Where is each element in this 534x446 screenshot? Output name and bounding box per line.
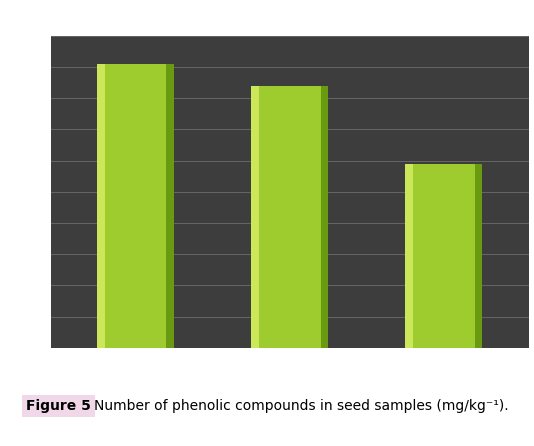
Bar [405, 164, 482, 348]
Bar [97, 64, 174, 348]
Bar [251, 86, 328, 348]
Bar [167, 64, 174, 348]
Bar [475, 164, 482, 348]
Text: Number of phenolic compounds in seed samples (mg/kg⁻¹).: Number of phenolic compounds in seed sam… [94, 399, 508, 413]
Bar [97, 64, 105, 348]
Text: Figure 5: Figure 5 [26, 399, 91, 413]
Bar [320, 86, 328, 348]
Bar [405, 164, 413, 348]
Bar [251, 86, 259, 348]
